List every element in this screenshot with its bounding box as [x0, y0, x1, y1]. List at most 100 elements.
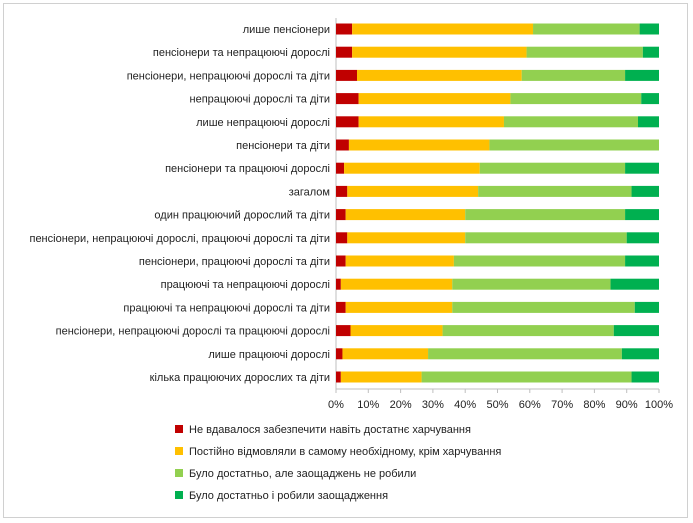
legend-swatch-2 — [175, 447, 183, 455]
bar-segment-3 — [510, 93, 642, 105]
bar-segment-1 — [336, 116, 359, 128]
bar-segment-2 — [350, 325, 443, 337]
bar-segment-1 — [336, 325, 351, 337]
legend-label-4: Було достатньо і робили заощадження — [189, 490, 388, 502]
bar-segment-1 — [336, 209, 346, 221]
legend-swatch-3 — [175, 469, 183, 477]
stacked-bar-chart: лише пенсіонери пенсіонери та непрацюючі … — [29, 18, 673, 502]
bar-segment-2 — [345, 255, 454, 267]
bar-segment-4 — [625, 255, 659, 267]
legend-label-3: Було достатньо, але заощаджень не робили — [189, 468, 416, 480]
bar-segment-4 — [613, 325, 659, 337]
bar-segment-2 — [356, 69, 522, 81]
x-tick-label: 80% — [583, 399, 605, 411]
legend-label-1: Не вдавалося забезпечити навіть достатнє… — [189, 424, 471, 436]
x-tick-label: 20% — [390, 399, 412, 411]
bar-segment-1 — [336, 348, 343, 360]
bar-segment-1 — [336, 69, 357, 81]
bar-segment-3 — [526, 46, 643, 58]
category-label: працюючі та непрацюючі дорослі — [161, 279, 330, 291]
category-label: пенсіонери та діти — [236, 140, 330, 152]
category-label: загалом — [289, 186, 330, 198]
bar-segment-4 — [621, 348, 659, 360]
bar-segment-3 — [465, 209, 626, 221]
x-tick-label: 70% — [551, 399, 573, 411]
bar-segment-4 — [626, 232, 659, 244]
category-label: пенсіонери та непрацюючі дорослі — [153, 47, 330, 59]
bar-segment-1 — [336, 93, 359, 105]
x-tick-label: 30% — [422, 399, 444, 411]
bar-segment-2 — [358, 93, 511, 105]
bar-segment-3 — [503, 116, 639, 128]
bar-segment-3 — [521, 69, 626, 81]
bar-segment-2 — [347, 232, 466, 244]
category-label: непрацюючі дорослі та діти — [190, 94, 331, 106]
bar-segment-1 — [336, 139, 349, 151]
bar-segment-3 — [533, 23, 640, 35]
bar-segment-3 — [479, 162, 626, 174]
x-tick-label: 50% — [486, 399, 508, 411]
bar-segment-2 — [340, 371, 422, 383]
bar-segment-4 — [642, 46, 659, 58]
bar-segment-3 — [442, 325, 614, 337]
legend-label-2: Постійно відмовляли в самому необхідному… — [189, 446, 501, 458]
bar-segment-3 — [489, 139, 659, 151]
legend-swatch-1 — [175, 425, 183, 433]
category-label: один працюючий дорослий та діти — [154, 210, 330, 222]
x-tick-label: 10% — [357, 399, 379, 411]
category-label: пенсіонери, працюючі дорослі та діти — [139, 256, 330, 268]
category-label: пенсіонери, непрацюючі дорослі, працюючі… — [29, 233, 330, 245]
bar-segment-3 — [452, 301, 635, 313]
bar-segment-1 — [336, 232, 348, 244]
bar-segment-4 — [625, 209, 659, 221]
bar-segment-1 — [336, 255, 346, 267]
bar-segment-2 — [345, 209, 466, 221]
category-label: лише пенсіонери — [243, 24, 330, 36]
category-label: кілька працюючих дорослих та діти — [150, 372, 330, 384]
bar-segment-1 — [336, 185, 348, 197]
bar-segment-2 — [345, 301, 453, 313]
bar-segment-1 — [336, 23, 353, 35]
bar-segment-4 — [631, 371, 659, 383]
bar-segment-4 — [610, 278, 659, 290]
bar-segment-2 — [358, 116, 504, 128]
x-tick-label: 60% — [519, 399, 541, 411]
bar-segment-1 — [336, 301, 346, 313]
category-label: лише працюючі дорослі — [208, 349, 330, 361]
bar-segment-2 — [352, 46, 527, 58]
x-tick-label: 100% — [645, 399, 673, 411]
bar-segment-2 — [344, 162, 480, 174]
bar-segment-4 — [625, 69, 659, 81]
bar-segment-3 — [465, 232, 627, 244]
bar-segment-2 — [340, 278, 453, 290]
category-label: працюючі та непрацюючі дорослі та діти — [123, 302, 330, 314]
bar-segment-4 — [638, 116, 659, 128]
bar-segment-4 — [639, 23, 659, 35]
x-tick-label: 0% — [328, 399, 344, 411]
category-label: пенсіонери, непрацюючі дорослі та працюю… — [56, 326, 330, 338]
x-tick-label: 90% — [616, 399, 638, 411]
bar-segment-2 — [347, 185, 479, 197]
bar-segment-3 — [452, 278, 611, 290]
bar-segment-2 — [348, 139, 490, 151]
bar-segment-3 — [478, 185, 632, 197]
bar-segment-2 — [352, 23, 534, 35]
category-label: пенсіонери та працюючі дорослі — [165, 163, 330, 175]
bar-segment-1 — [336, 278, 341, 290]
bar-segment-2 — [342, 348, 429, 360]
category-label: лише непрацюючі дорослі — [196, 117, 330, 129]
legend-swatch-4 — [175, 491, 183, 499]
bar-segment-1 — [336, 162, 345, 174]
bar-segment-3 — [428, 348, 622, 360]
bar-segment-3 — [421, 371, 632, 383]
bar-segment-1 — [336, 46, 353, 58]
bar-segment-4 — [634, 301, 659, 313]
category-label: пенсіонери, непрацюючі дорослі та діти — [127, 70, 330, 82]
x-tick-label: 40% — [454, 399, 476, 411]
bar-segment-4 — [631, 185, 659, 197]
bar-segment-1 — [336, 371, 341, 383]
bar-segment-3 — [453, 255, 626, 267]
bar-segment-4 — [641, 93, 659, 105]
chart-frame: лише пенсіонери пенсіонери та непрацюючі … — [3, 3, 688, 518]
bar-segment-4 — [625, 162, 659, 174]
